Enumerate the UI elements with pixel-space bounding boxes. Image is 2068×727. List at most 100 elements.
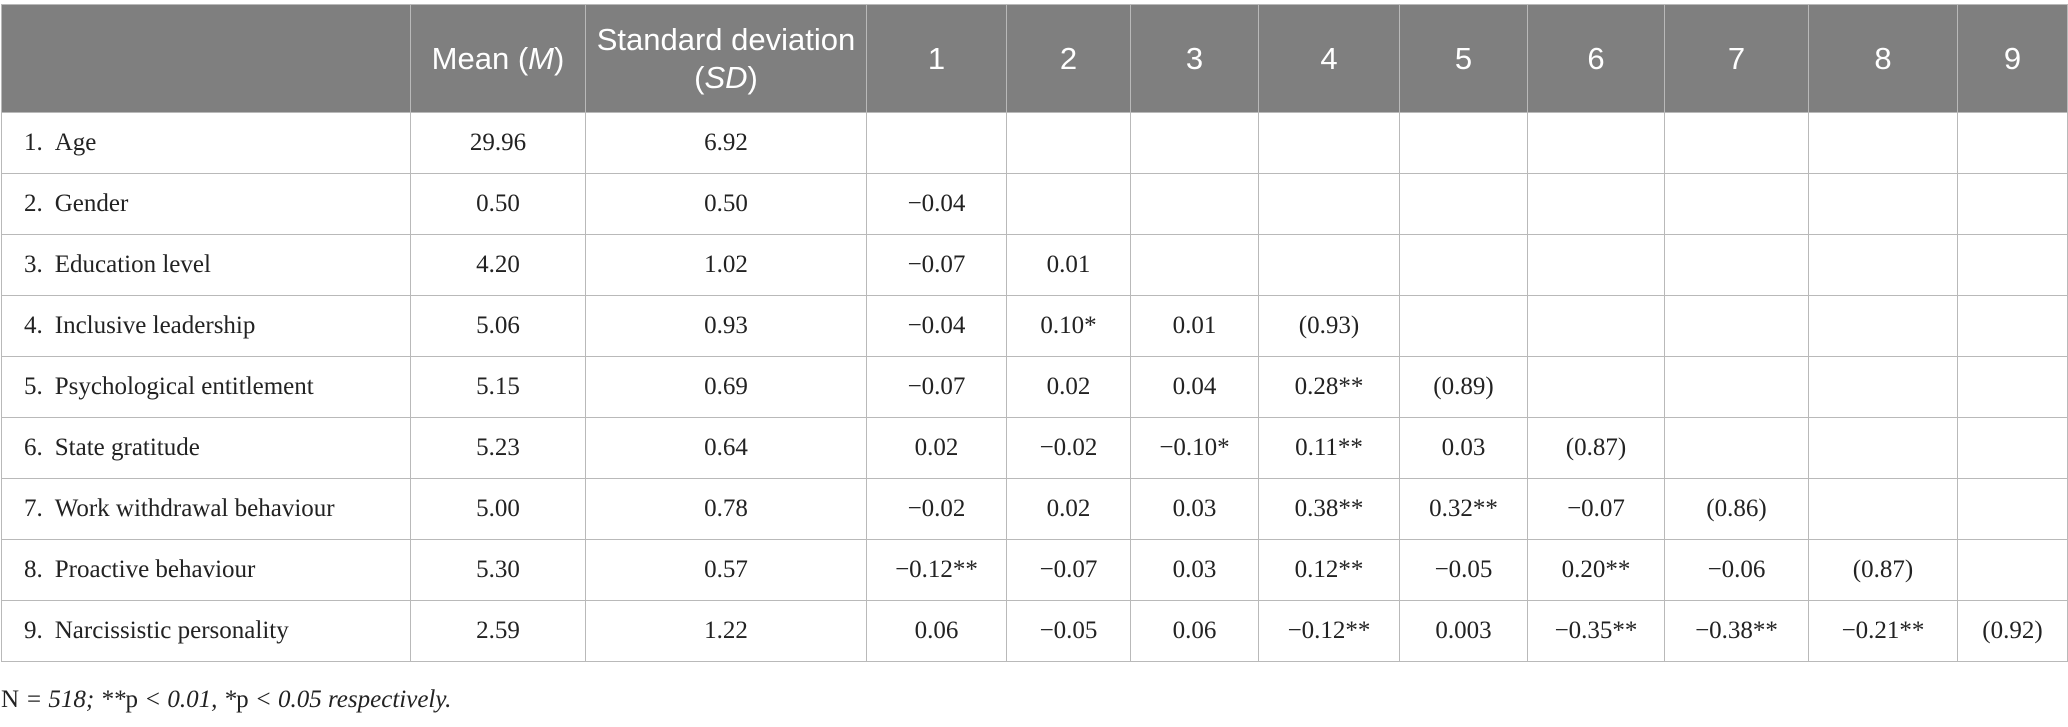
- header-cell: 1: [866, 4, 1007, 113]
- table-cell: [1808, 173, 1958, 235]
- table-cell: [1130, 173, 1259, 235]
- row-number: 9.: [24, 617, 43, 644]
- text: ): [747, 59, 758, 95]
- table-cell: [1527, 234, 1665, 296]
- table-cell: 5.06: [410, 295, 586, 357]
- italic-text: = 518; **: [19, 686, 126, 713]
- italic-text: SD: [704, 59, 748, 95]
- table-row: 9. Narcissistic personality 2.59 1.22 0.06 −0…: [1, 600, 2068, 662]
- table-cell: [1808, 295, 1958, 357]
- footnote: N = 518; **p < 0.01, *p < 0.05 respectiv…: [1, 686, 451, 714]
- text: N: [1, 686, 20, 713]
- table-row: 2. Gender 0.50 0.50 −0.04: [1, 173, 2068, 235]
- row-number: 6.: [24, 434, 43, 461]
- row-label: 3. Education level: [1, 234, 411, 296]
- header-cell: 7: [1664, 4, 1809, 113]
- table-cell: −0.38**: [1664, 600, 1809, 662]
- text: ): [553, 40, 565, 76]
- table-cell: 0.93: [585, 295, 867, 357]
- text: 8: [1874, 40, 1892, 76]
- header-cell: 6: [1527, 4, 1665, 113]
- table-cell: 0.03: [1399, 417, 1528, 479]
- row-label: 4. Inclusive leadership: [1, 295, 411, 357]
- table-row: 8. Proactive behaviour 5.30 0.57 −0.12** −0.0…: [1, 539, 2068, 601]
- correlation-table: Mean (M) Standard deviation (SD) 1 2 3 4 5 6 7 8 9…: [1, 4, 2068, 662]
- header-cell: 4: [1258, 4, 1400, 113]
- table-cell: [1664, 112, 1809, 174]
- table-row: 7. Work withdrawal behaviour 5.00 0.78 −0.02…: [1, 478, 2068, 540]
- italic-text: < 0.05 respectively.: [248, 686, 452, 713]
- table-cell: [1664, 173, 1809, 235]
- header-cell: Mean (M): [410, 4, 586, 113]
- header-cell: 9: [1957, 4, 2068, 113]
- table-cell: −0.12**: [866, 539, 1007, 601]
- text: 9: [2003, 40, 2022, 76]
- row-name: Work withdrawal behaviour: [54, 495, 335, 522]
- table-cell: −0.12**: [1258, 600, 1400, 662]
- table-cell: 0.01: [1006, 234, 1131, 296]
- row-label: 5. Psychological entitlement: [1, 356, 411, 418]
- row-name: Age: [54, 129, 97, 156]
- row-number: 7.: [24, 495, 43, 522]
- table-cell: 5.23: [410, 417, 586, 479]
- table-cell: 0.04: [1130, 356, 1259, 418]
- table-cell: 0.03: [1130, 539, 1259, 601]
- row-name: Narcissistic personality: [54, 617, 289, 644]
- table-cell: [1957, 112, 2068, 174]
- table-cell: [1808, 112, 1958, 174]
- row-name: Psychological entitlement: [54, 373, 314, 400]
- row-number: 1.: [24, 129, 43, 156]
- table-row: 1. Age 29.96 6.92: [1, 112, 2068, 174]
- table-cell: 29.96: [410, 112, 586, 174]
- table-row: 6. State gratitude 5.23 0.64 0.02 −0.02 −0.10*…: [1, 417, 2068, 479]
- table-cell: [1258, 234, 1400, 296]
- table-cell: −0.07: [1006, 539, 1131, 601]
- row-name: State gratitude: [54, 434, 200, 461]
- italic-text: < 0.01, *: [138, 686, 237, 713]
- header-cell: Standard deviation (SD): [585, 4, 867, 113]
- table-cell: −0.04: [866, 173, 1007, 235]
- table-cell: 0.32**: [1399, 478, 1528, 540]
- row-label: 8. Proactive behaviour: [1, 539, 411, 601]
- table-cell: [1399, 173, 1528, 235]
- row-label: 7. Work withdrawal behaviour: [1, 478, 411, 540]
- table-cell: −0.04: [866, 295, 1007, 357]
- table-cell: 0.69: [585, 356, 867, 418]
- table-cell: −0.06: [1664, 539, 1809, 601]
- table-row: 4. Inclusive leadership 5.06 0.93 −0.04 0.10*…: [1, 295, 2068, 357]
- table-cell: −0.21**: [1808, 600, 1958, 662]
- table-cell: [1527, 295, 1665, 357]
- table-cell: [1957, 478, 2068, 540]
- text: Standard deviation (: [596, 21, 856, 95]
- table-cell: (0.86): [1664, 478, 1809, 540]
- table-cell: 0.03: [1130, 478, 1259, 540]
- row-number: 2.: [24, 190, 43, 217]
- table-cell: [1957, 173, 2068, 235]
- table-cell: −0.02: [1006, 417, 1131, 479]
- table-cell: [1664, 295, 1809, 357]
- table-cell: 4.20: [410, 234, 586, 296]
- table-cell: 0.06: [866, 600, 1007, 662]
- table-row: 3. Education level 4.20 1.02 −0.07 0.01: [1, 234, 2068, 296]
- table-cell: 0.01: [1130, 295, 1259, 357]
- table-row: 5. Psychological entitlement 5.15 0.69 −0.07…: [1, 356, 2068, 418]
- table-cell: [1130, 112, 1259, 174]
- table-cell: 0.50: [410, 173, 586, 235]
- row-name: Proactive behaviour: [54, 556, 256, 583]
- text: 1: [927, 40, 946, 76]
- table-cell: 1.22: [585, 600, 867, 662]
- header-row: Mean (M) Standard deviation (SD) 1 2 3 4 5 6 7 8 9: [1, 4, 2068, 113]
- table-cell: −0.05: [1006, 600, 1131, 662]
- table-cell: 5.15: [410, 356, 586, 418]
- table-cell: [1957, 356, 2068, 418]
- text: p: [125, 686, 139, 713]
- table-cell: [1527, 112, 1665, 174]
- text: p: [236, 686, 249, 713]
- row-number: 3.: [24, 251, 43, 278]
- table-cell: −0.10*: [1130, 417, 1259, 479]
- table-cell: [1664, 356, 1809, 418]
- table-cell: 0.02: [1006, 356, 1131, 418]
- table-cell: [1808, 417, 1958, 479]
- table-cell: 0.38**: [1258, 478, 1400, 540]
- table-cell: [1006, 112, 1131, 174]
